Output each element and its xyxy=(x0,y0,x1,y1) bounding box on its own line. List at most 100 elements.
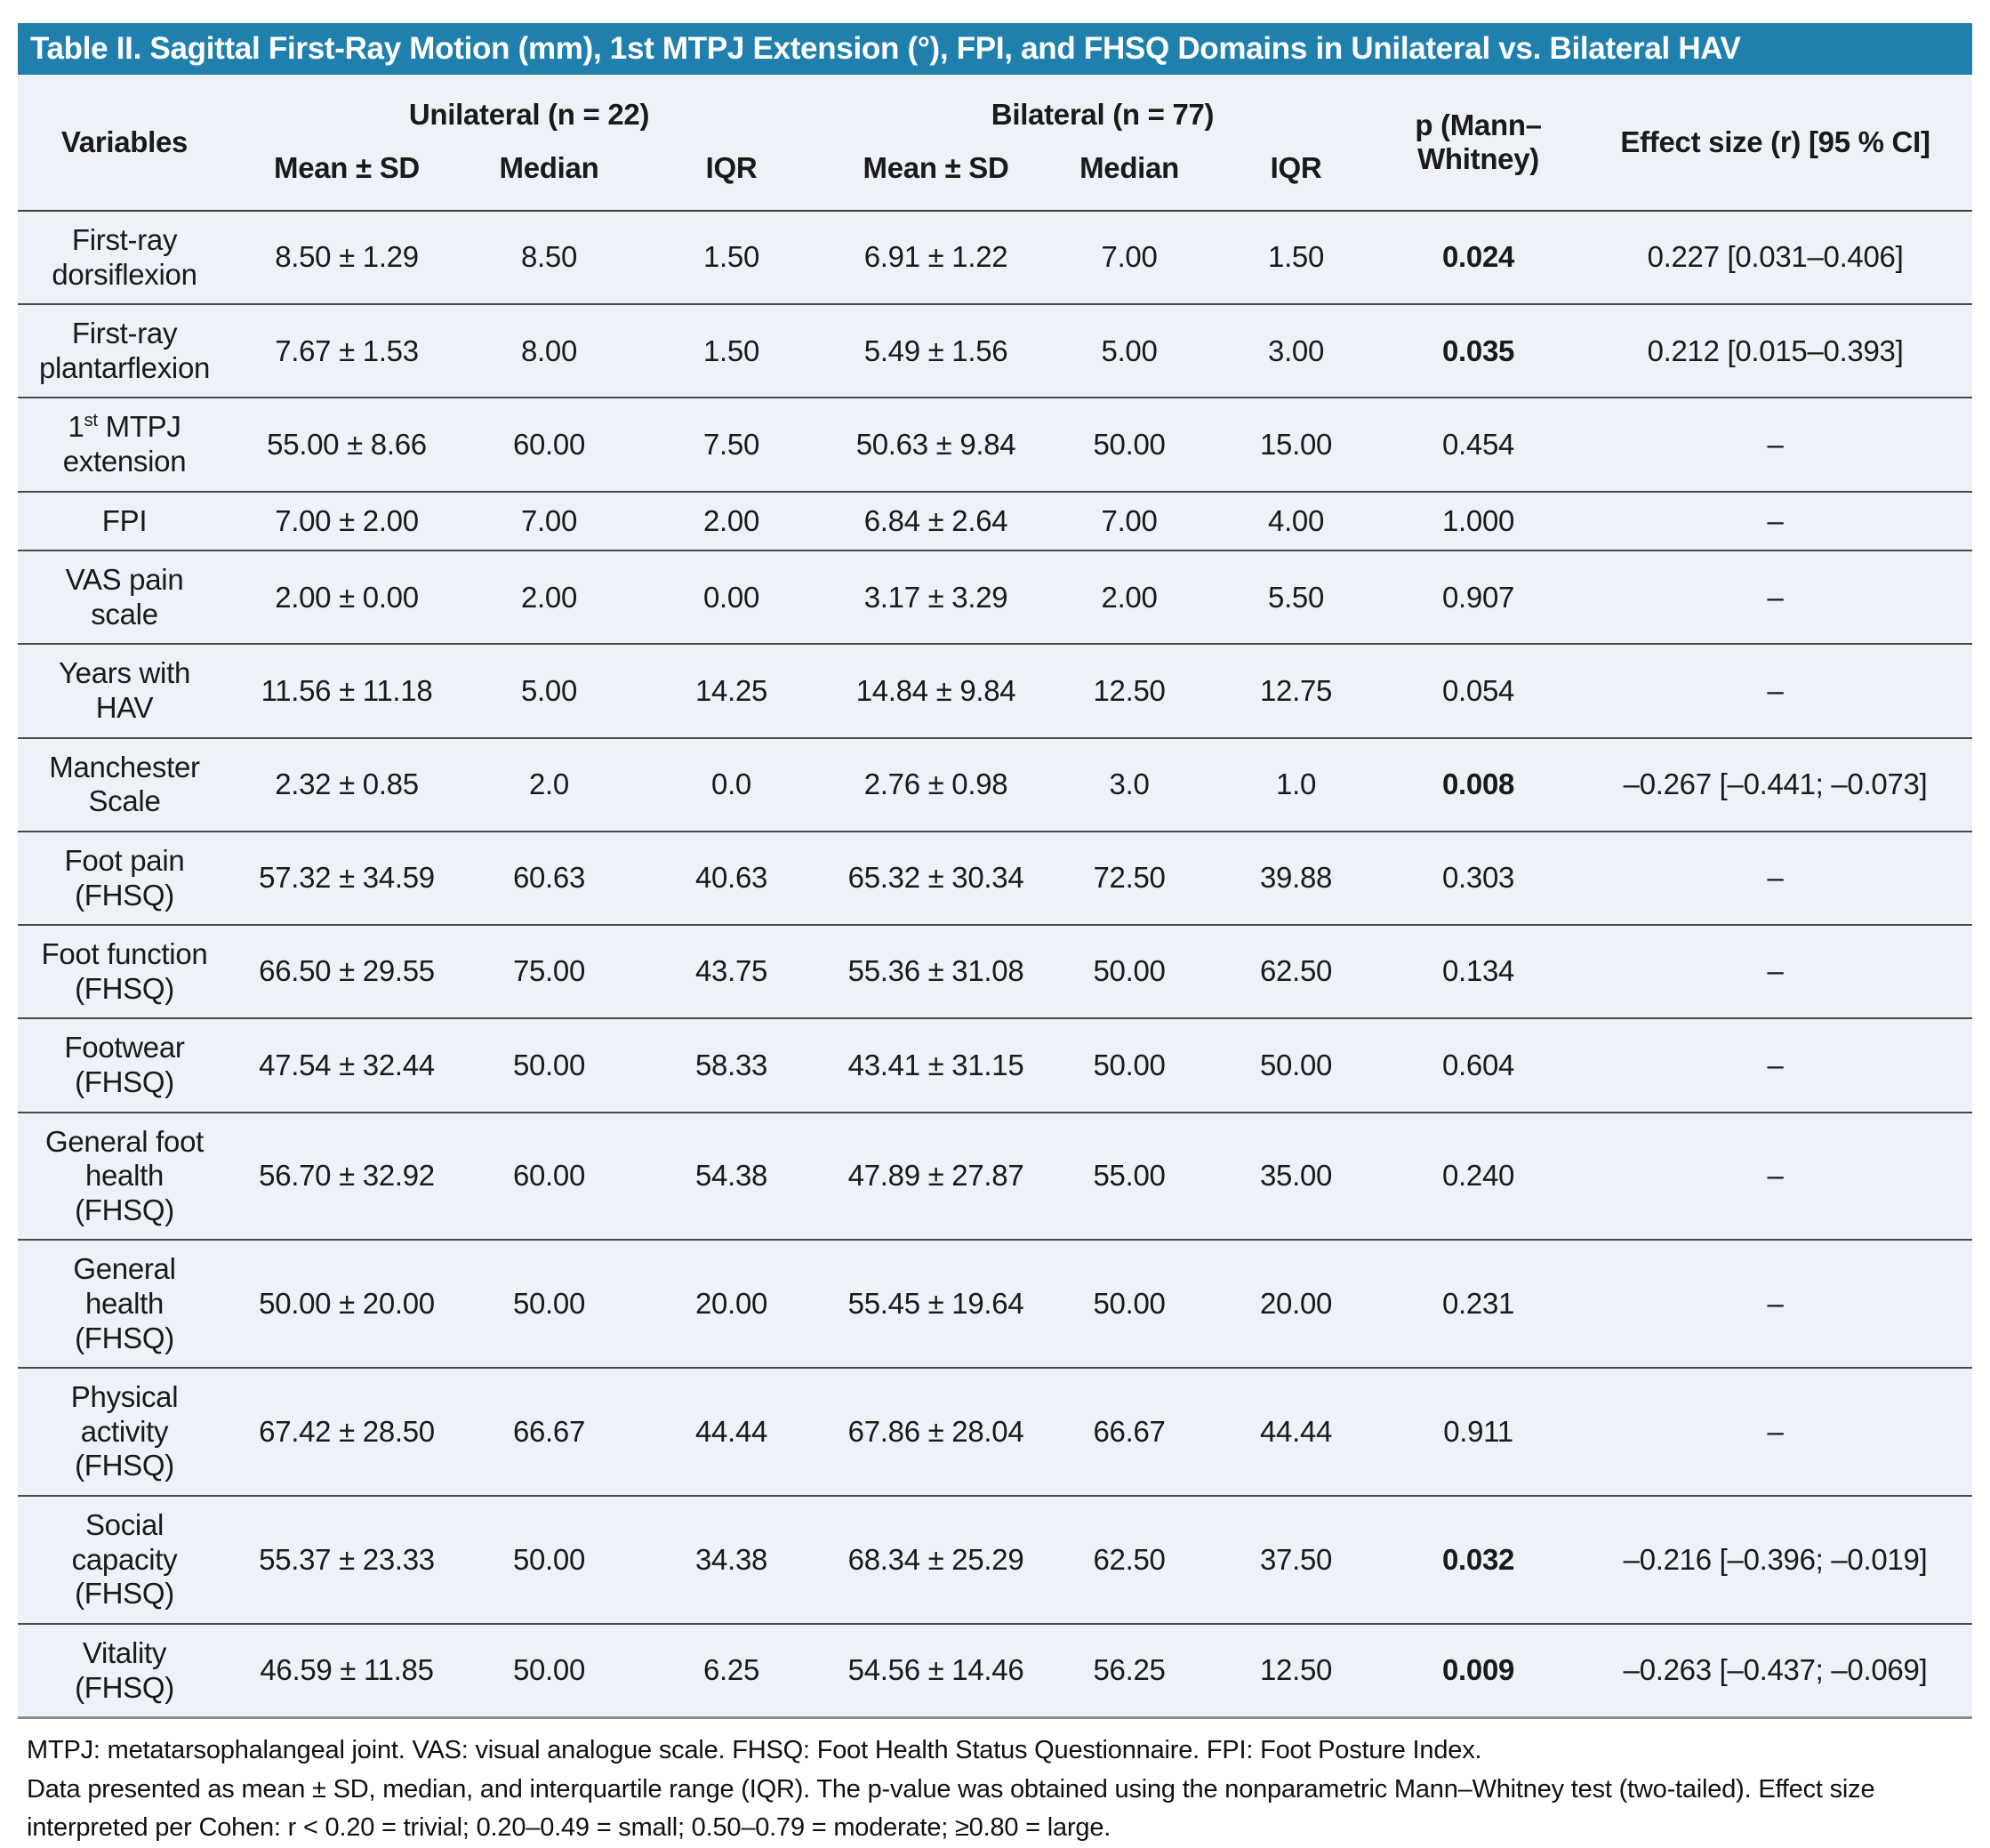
bi-mean-sd-cell: 43.41 ± 31.15 xyxy=(827,1018,1046,1113)
header-uni-median: Median xyxy=(462,141,636,212)
table-body: First-ray dorsiflexion 8.50 ± 1.29 8.50 1.5… xyxy=(18,211,1972,1720)
variable-cell: VAS pain scale xyxy=(18,550,231,646)
bi-median-cell: 50.00 xyxy=(1045,1240,1215,1370)
bi-median-cell: 12.50 xyxy=(1045,644,1215,739)
effect-size-cell: –0.263 [–0.437; –0.069] xyxy=(1578,1623,1972,1720)
p-value-cell: 0.134 xyxy=(1378,925,1579,1020)
bi-iqr-cell: 15.00 xyxy=(1214,398,1379,493)
bi-mean-sd-cell: 67.86 ± 28.04 xyxy=(827,1368,1046,1498)
header-uni-mean-sd: Mean ± SD xyxy=(231,141,462,212)
p-value-cell: 0.604 xyxy=(1378,1018,1579,1113)
uni-iqr-cell: 0.00 xyxy=(636,550,828,646)
table-title: Table II. Sagittal First-Ray Motion (mm)… xyxy=(30,31,1741,66)
bi-iqr-cell: 50.00 xyxy=(1214,1018,1379,1113)
uni-mean-sd-cell: 2.00 ± 0.00 xyxy=(231,550,462,646)
uni-median-cell: 75.00 xyxy=(462,925,636,1020)
bi-median-cell: 2.00 xyxy=(1045,550,1215,646)
table-header: Variables Unilateral (n = 22) Bilateral … xyxy=(18,75,1972,212)
p-value-cell: 0.911 xyxy=(1378,1368,1579,1498)
variable-cell: First-ray dorsiflexion xyxy=(18,211,231,306)
uni-mean-sd-cell: 50.00 ± 20.00 xyxy=(231,1240,462,1370)
bi-median-cell: 5.00 xyxy=(1045,304,1215,399)
uni-iqr-cell: 44.44 xyxy=(636,1368,828,1498)
uni-mean-sd-cell: 7.00 ± 2.00 xyxy=(231,491,462,552)
uni-median-cell: 50.00 xyxy=(462,1240,636,1370)
bi-median-cell: 7.00 xyxy=(1045,491,1215,552)
table-title-bar: Table II. Sagittal First-Ray Motion (mm)… xyxy=(18,23,1972,75)
table-row: Manchester Scale 2.32 ± 0.85 2.0 0.0 2.76 ± … xyxy=(18,737,1972,832)
effect-size-cell: –0.267 [–0.441; –0.073] xyxy=(1578,737,1972,832)
header-group-unilateral: Unilateral (n = 22) xyxy=(408,98,650,131)
p-value-cell: 0.240 xyxy=(1378,1112,1579,1241)
effect-size-cell: – xyxy=(1578,491,1972,552)
bi-mean-sd-cell: 65.32 ± 30.34 xyxy=(827,831,1046,927)
header-uni-iqr: IQR xyxy=(636,141,828,212)
bi-median-cell: 50.00 xyxy=(1045,925,1215,1020)
variable-cell: Foot pain (FHSQ) xyxy=(18,831,231,927)
effect-size-cell: 0.227 [0.031–0.406] xyxy=(1578,211,1972,306)
uni-median-cell: 50.00 xyxy=(462,1018,636,1113)
p-value-cell: 0.032 xyxy=(1378,1496,1579,1625)
bi-iqr-cell: 4.00 xyxy=(1214,491,1379,552)
variable-cell: Footwear (FHSQ) xyxy=(18,1018,231,1113)
variable-cell: Social capacity (FHSQ) xyxy=(18,1496,231,1625)
bi-iqr-cell: 62.50 xyxy=(1214,925,1379,1020)
header-bi-mean-sd: Mean ± SD xyxy=(827,141,1046,212)
table-row: Vitality (FHSQ) 46.59 ± 11.85 50.00 6.25 54.… xyxy=(18,1623,1972,1720)
effect-size-cell: – xyxy=(1578,831,1972,927)
bi-median-cell: 50.00 xyxy=(1045,398,1215,493)
variable-cell: First-ray plantarflexion xyxy=(18,304,231,399)
uni-mean-sd-cell: 55.00 ± 8.66 xyxy=(231,398,462,493)
variable-cell: Physical activity (FHSQ) xyxy=(18,1368,231,1498)
variable-cell: FPI xyxy=(18,491,231,552)
bi-mean-sd-cell: 14.84 ± 9.84 xyxy=(827,644,1046,739)
p-value-cell: 0.231 xyxy=(1378,1240,1579,1370)
table-row: Foot function (FHSQ) 66.50 ± 29.55 75.00 43… xyxy=(18,925,1972,1020)
bi-iqr-cell: 37.50 xyxy=(1214,1496,1379,1625)
p-value-cell: 0.035 xyxy=(1378,304,1579,399)
uni-mean-sd-cell: 55.37 ± 23.33 xyxy=(231,1496,462,1625)
uni-mean-sd-cell: 67.42 ± 28.50 xyxy=(231,1368,462,1498)
results-table: Variables Unilateral (n = 22) Bilateral … xyxy=(18,75,1972,1720)
bi-mean-sd-cell: 68.34 ± 25.29 xyxy=(827,1496,1046,1625)
table-row: 1st MTPJ extension 55.00 ± 8.66 60.00 7.50 5… xyxy=(18,398,1972,493)
effect-size-cell: –0.216 [–0.396; –0.019] xyxy=(1578,1496,1972,1625)
bi-mean-sd-cell: 6.91 ± 1.22 xyxy=(827,211,1046,306)
bi-median-cell: 62.50 xyxy=(1045,1496,1215,1625)
table-row: General foot health (FHSQ) 56.70 ± 32.92 6… xyxy=(18,1112,1972,1241)
variable-cell: Manchester Scale xyxy=(18,737,231,832)
uni-mean-sd-cell: 7.67 ± 1.53 xyxy=(231,304,462,399)
uni-mean-sd-cell: 66.50 ± 29.55 xyxy=(231,925,462,1020)
uni-median-cell: 2.0 xyxy=(462,737,636,832)
bi-iqr-cell: 12.50 xyxy=(1214,1623,1379,1720)
bi-mean-sd-cell: 50.63 ± 9.84 xyxy=(827,398,1046,493)
variable-cell: Foot function (FHSQ) xyxy=(18,925,231,1020)
bi-mean-sd-cell: 3.17 ± 3.29 xyxy=(827,550,1046,646)
uni-iqr-cell: 43.75 xyxy=(636,925,828,1020)
bi-iqr-cell: 1.0 xyxy=(1214,737,1379,832)
p-value-cell: 0.008 xyxy=(1378,737,1579,832)
bi-median-cell: 50.00 xyxy=(1045,1018,1215,1113)
uni-median-cell: 7.00 xyxy=(462,491,636,552)
effect-size-cell: 0.212 [0.015–0.393] xyxy=(1578,304,1972,399)
p-value-cell: 0.054 xyxy=(1378,644,1579,739)
header-p-mann-whitney: p (Mann–Whitney) xyxy=(1378,75,1579,212)
p-value-cell: 0.303 xyxy=(1378,831,1579,927)
bi-mean-sd-cell: 47.89 ± 27.87 xyxy=(827,1112,1046,1241)
uni-median-cell: 60.00 xyxy=(462,1112,636,1241)
bi-iqr-cell: 44.44 xyxy=(1214,1368,1379,1498)
table-row: General health (FHSQ) 50.00 ± 20.00 50.00 2… xyxy=(18,1240,1972,1370)
header-group-bilateral: Bilateral (n = 77) xyxy=(991,98,1215,131)
footnote-methods: Data presented as mean ± SD, median, and… xyxy=(27,1774,1875,1843)
table-row: FPI 7.00 ± 2.00 7.00 2.00 6.84 ± 2.64 7.00 4.0… xyxy=(18,491,1972,552)
table-row: First-ray dorsiflexion 8.50 ± 1.29 8.50 1.5… xyxy=(18,211,1972,306)
header-variables: Variables xyxy=(18,75,231,212)
uni-median-cell: 50.00 xyxy=(462,1496,636,1625)
p-value-cell: 0.907 xyxy=(1378,550,1579,646)
uni-median-cell: 8.00 xyxy=(462,304,636,399)
uni-mean-sd-cell: 8.50 ± 1.29 xyxy=(231,211,462,306)
bi-median-cell: 66.67 xyxy=(1045,1368,1215,1498)
header-sub-row: Mean ± SD Median IQR Mean ± SD Median IQ… xyxy=(18,141,1972,212)
variable-cell: General health (FHSQ) xyxy=(18,1240,231,1370)
uni-iqr-cell: 7.50 xyxy=(636,398,828,493)
